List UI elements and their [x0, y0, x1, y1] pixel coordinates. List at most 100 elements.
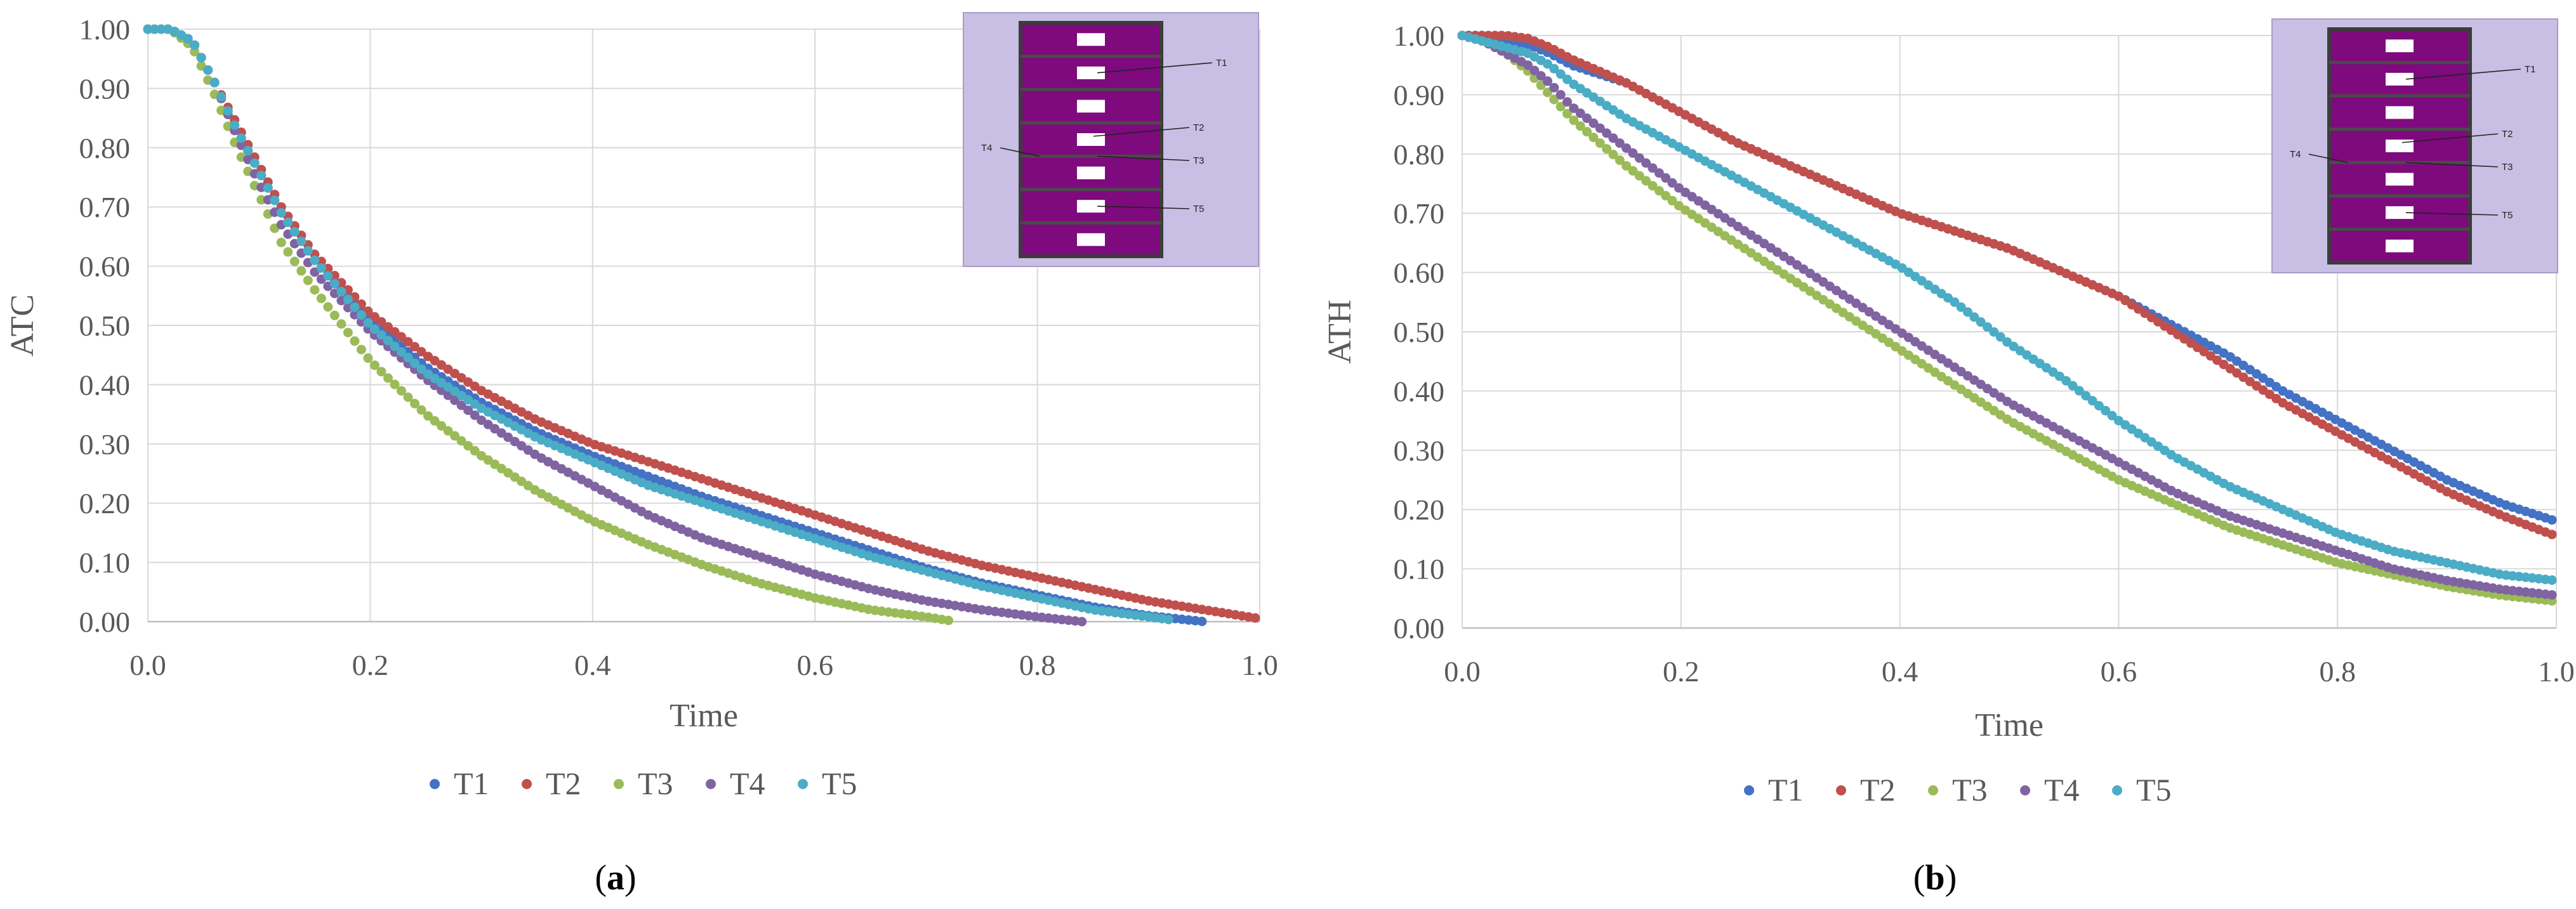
y-tick-label: 0.00 — [1394, 612, 1445, 644]
y-tick-label: 0.80 — [1394, 138, 1445, 171]
data-point — [236, 133, 246, 143]
data-point — [369, 360, 380, 370]
data-point — [1197, 617, 1207, 627]
x-tick-label: 0.4 — [574, 649, 611, 681]
inset-label: T3 — [2502, 162, 2513, 173]
series-T2 — [1457, 30, 2557, 540]
y-tick-label: 0.80 — [79, 132, 131, 164]
inset-slot — [1077, 166, 1105, 180]
data-point — [456, 400, 466, 410]
data-point — [1615, 155, 1625, 166]
data-point — [1250, 613, 1260, 623]
data-point — [1661, 173, 1671, 183]
y-tick-label: 0.20 — [1394, 494, 1445, 526]
y-tick-label: 0.30 — [79, 428, 131, 461]
data-point — [1628, 166, 1638, 176]
legend-marker — [1744, 785, 1754, 795]
data-point — [1622, 160, 1632, 171]
y-axis-title: ATH — [1322, 299, 1358, 363]
inset-label: T4 — [2290, 149, 2301, 160]
data-point — [1549, 82, 1559, 93]
legend-marker — [2020, 785, 2030, 795]
data-point — [396, 386, 406, 396]
legend-marker — [614, 779, 624, 789]
chart-a: 0.00 0.10 0.20 0.30 0.40 0.50 0.60 0.70 0.80 0.90… — [4, 12, 1278, 898]
data-point — [143, 24, 153, 34]
legend-marker — [706, 779, 716, 789]
inset-label: T5 — [1193, 204, 1205, 214]
inset-slot — [2386, 206, 2414, 219]
data-point — [1608, 150, 1618, 160]
data-point — [183, 34, 193, 44]
data-point — [416, 405, 426, 415]
x-tick-label: 1.0 — [1241, 649, 1278, 681]
x-axis-title: Time — [670, 698, 738, 734]
data-point — [223, 106, 233, 116]
y-tick-label: 0.40 — [79, 369, 131, 401]
data-point — [2087, 396, 2097, 406]
x-tick-label: 0.8 — [2319, 655, 2356, 688]
data-point — [383, 336, 393, 346]
y-tick-label: 0.10 — [1394, 553, 1445, 585]
x-axis-title: Time — [1975, 707, 2044, 743]
data-point — [2068, 381, 2078, 391]
series-T4 — [1457, 30, 2557, 600]
inset-label: T3 — [1193, 155, 1205, 166]
data-point — [1549, 63, 1559, 74]
data-point — [2101, 405, 2111, 415]
y-tick-label: 0.70 — [1394, 197, 1445, 230]
data-point — [1556, 69, 1566, 79]
inset-leader-line — [1093, 127, 1190, 137]
data-point — [1950, 297, 1960, 307]
data-point — [1661, 191, 1671, 201]
legend-marker — [522, 779, 532, 789]
inset-slot — [2386, 39, 2414, 53]
data-point — [1956, 302, 1966, 312]
data-point — [1622, 143, 1632, 153]
data-point — [316, 263, 326, 273]
data-point — [303, 275, 313, 285]
data-point — [1615, 138, 1625, 148]
data-point — [1582, 113, 1592, 123]
data-point — [423, 411, 433, 421]
panel-label: (b) — [1913, 858, 1957, 898]
data-point — [2547, 515, 2557, 525]
inset-label: T5 — [2502, 210, 2513, 221]
data-point — [1976, 317, 1986, 327]
data-point — [2107, 410, 2117, 421]
data-point — [323, 302, 333, 312]
data-point — [1542, 59, 1552, 69]
data-point — [363, 318, 373, 328]
data-point — [1575, 121, 1585, 131]
data-point — [329, 278, 340, 289]
data-point — [1641, 158, 1651, 168]
legend: T1 T2 T3 T4 T5 — [1744, 772, 2172, 808]
data-point — [289, 226, 300, 237]
data-point — [463, 405, 473, 415]
legend-label: T1 — [454, 766, 489, 801]
inset-slot — [2386, 140, 2414, 152]
inset-leader-line — [2401, 133, 2499, 143]
data-point — [1667, 195, 1677, 206]
data-point — [430, 416, 440, 426]
data-point — [1595, 138, 1605, 148]
data-point — [409, 358, 419, 369]
data-point — [356, 310, 366, 320]
data-point — [236, 140, 246, 150]
inset-leader-line — [1097, 155, 1190, 161]
y-tick-label: 0.00 — [79, 606, 131, 638]
data-point — [1595, 123, 1605, 133]
data-point — [1542, 88, 1552, 98]
legend-label: T2 — [546, 766, 581, 801]
data-point — [409, 342, 419, 352]
inset-leader-line — [2405, 162, 2499, 167]
data-point — [1962, 307, 1972, 317]
data-point — [1163, 615, 1173, 625]
data-point — [296, 236, 307, 246]
inset-label: T1 — [1216, 58, 1227, 69]
data-point — [1562, 74, 1573, 84]
data-point — [1569, 103, 1579, 114]
y-tick-label: 0.40 — [1394, 375, 1445, 407]
data-point — [943, 615, 953, 625]
